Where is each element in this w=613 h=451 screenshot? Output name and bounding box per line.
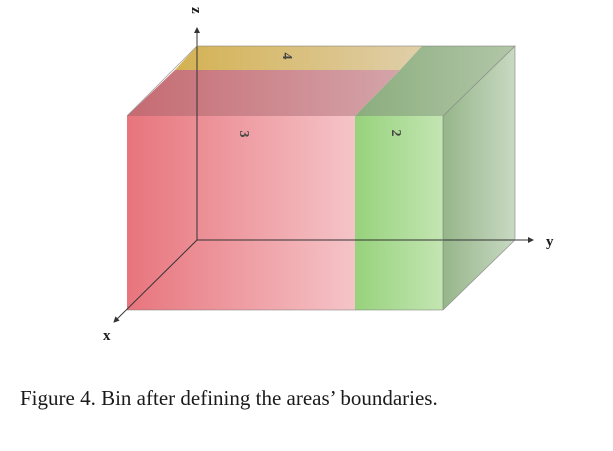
area-label-4: 4 bbox=[279, 53, 294, 60]
front-face-area-3 bbox=[127, 116, 355, 310]
x-axis-line bbox=[113, 239, 198, 323]
z-axis-label: z bbox=[188, 7, 204, 14]
top-face-area-4 bbox=[175, 46, 422, 70]
right-side-face bbox=[443, 46, 515, 310]
box-edges bbox=[126, 45, 516, 311]
y-axis-label: y bbox=[546, 234, 554, 250]
top-face-area-3 bbox=[127, 70, 400, 116]
x-axis-label: x bbox=[103, 328, 111, 344]
area-label-2: 2 bbox=[388, 130, 403, 137]
bin-diagram: z y x 4 3 2 bbox=[103, 7, 554, 344]
top-face-area-2 bbox=[355, 46, 515, 116]
figure-caption: Figure 4. Bin after defining the areas’ … bbox=[20, 386, 438, 410]
front-face-area-2 bbox=[355, 116, 443, 310]
area-label-3: 3 bbox=[236, 131, 251, 138]
